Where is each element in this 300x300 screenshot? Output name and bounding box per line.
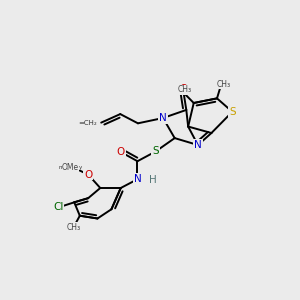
Text: Cl: Cl: [53, 202, 64, 212]
Text: O: O: [117, 147, 125, 157]
Text: S: S: [229, 107, 236, 117]
Text: =CH₂: =CH₂: [78, 120, 97, 126]
Text: N: N: [194, 140, 202, 150]
Text: CH₃: CH₃: [178, 85, 192, 94]
Text: CH₃: CH₃: [67, 223, 81, 232]
Text: N: N: [159, 113, 167, 123]
Text: O: O: [179, 84, 187, 94]
Text: CH₃: CH₃: [216, 80, 231, 89]
Text: methoxy: methoxy: [58, 165, 82, 170]
Text: H: H: [149, 175, 157, 185]
Text: OMe: OMe: [62, 163, 79, 172]
Text: S: S: [152, 146, 159, 157]
Text: O: O: [84, 169, 92, 180]
Text: N: N: [134, 174, 141, 184]
